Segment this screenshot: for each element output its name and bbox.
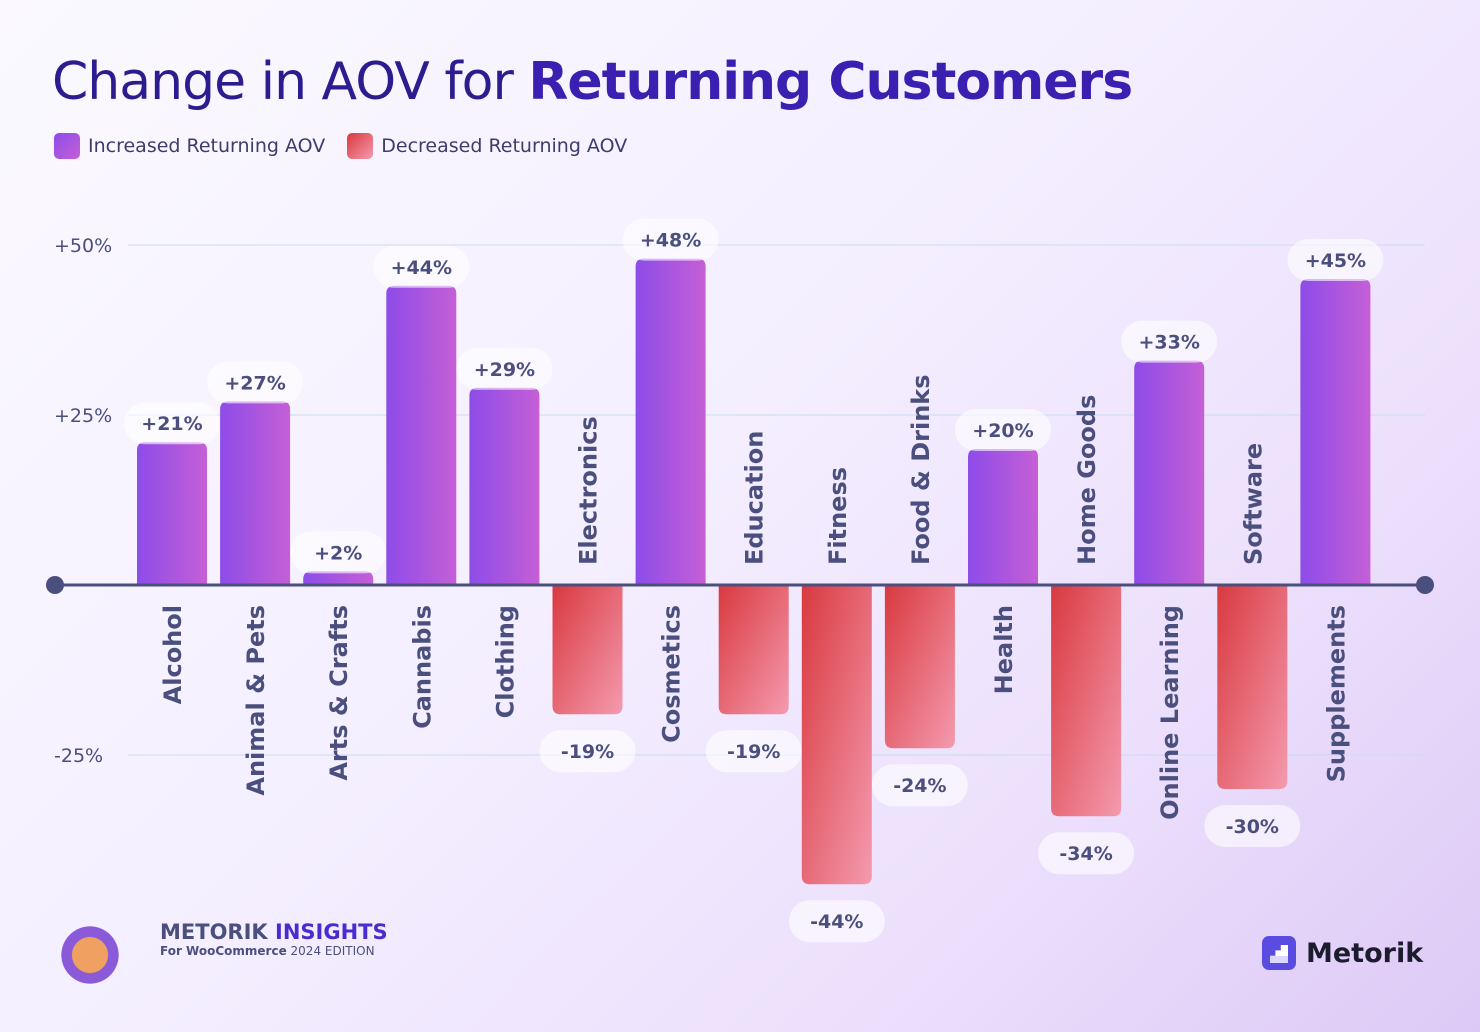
bar: [718, 585, 789, 715]
metorik-logo-icon: [1262, 936, 1296, 970]
category-label: Fitness: [824, 467, 852, 565]
category-label: Supplements: [1322, 605, 1350, 782]
brand-block: METORIK INSIGHTS For WooCommerce 2024 ED…: [160, 920, 388, 958]
metorik-logo: Metorik: [1262, 936, 1423, 970]
bar: [1217, 585, 1288, 789]
legend-item-decreased: Decreased Returning AOV: [347, 133, 627, 159]
value-label-pill: [207, 361, 304, 404]
value-label-pill: [373, 245, 470, 288]
category-label: Online Learning: [1156, 605, 1184, 820]
bar: [386, 285, 457, 585]
bar: [137, 442, 207, 585]
category-label: Software: [1239, 443, 1267, 565]
bar: [220, 401, 291, 585]
value-label-pill: [955, 409, 1051, 451]
bar: [1300, 279, 1371, 585]
value-label-pill: [1287, 239, 1384, 281]
legend-item-increased: Increased Returning AOV: [54, 133, 325, 159]
title-bold: Returning Customers: [528, 52, 1133, 112]
y-tick-label: -25%: [54, 745, 103, 767]
category-label: Food & Drinks: [907, 374, 935, 565]
value-label-pill: [1121, 320, 1218, 363]
value-label: +45%: [1305, 250, 1366, 272]
category-label: Electronics: [575, 416, 603, 565]
bar: [635, 258, 706, 585]
value-label: +2%: [314, 542, 362, 564]
category-label: Animal & Pets: [242, 605, 270, 796]
corgi-mascot-illustration: [40, 905, 140, 1005]
value-label-pill: [124, 402, 220, 445]
value-label-pill: [788, 900, 885, 943]
category-label: Home Goods: [1073, 395, 1101, 565]
value-label-pill: [871, 764, 968, 807]
legend-swatch-decreased: [347, 133, 374, 159]
category-label: Cosmetics: [658, 605, 686, 743]
category-label: Education: [741, 431, 769, 565]
bar: [968, 449, 1038, 585]
bar: [801, 585, 872, 885]
value-label: -24%: [893, 775, 946, 797]
value-label: -44%: [810, 911, 863, 933]
value-label-pill: [705, 730, 802, 773]
value-label: +27%: [224, 372, 285, 394]
category-label: Alcohol: [159, 605, 187, 704]
bar: [1051, 585, 1122, 817]
value-label: -30%: [1226, 816, 1279, 838]
bar: [1134, 360, 1205, 585]
brand-second: INSIGHTS: [275, 920, 388, 944]
legend-label: Decreased Returning AOV: [381, 135, 628, 157]
legend-swatch-increased: [54, 133, 80, 159]
category-label: Health: [990, 605, 1018, 694]
value-label-pill: [539, 730, 636, 773]
bar: [303, 571, 374, 585]
brand-sub-rest: 2024 EDITION: [286, 944, 375, 958]
value-label: +33%: [1138, 332, 1199, 354]
brand-sub-bold: For WooCommerce: [160, 944, 287, 958]
category-label: Clothing: [491, 605, 519, 718]
value-label-pill: [622, 218, 719, 261]
logo-text: Metorik: [1306, 937, 1424, 969]
axis-end-dot: [1416, 576, 1434, 594]
value-label: +29%: [474, 359, 535, 381]
y-tick-label: +50%: [54, 235, 112, 257]
value-label: +44%: [391, 257, 452, 279]
value-label: +20%: [972, 420, 1033, 442]
bar: [552, 585, 623, 715]
value-label: -19%: [727, 741, 780, 763]
bar: [884, 585, 955, 749]
value-label: +21%: [141, 413, 202, 435]
value-label-pill: [1038, 832, 1135, 875]
brand-first: METORIK: [160, 920, 268, 944]
axis-end-dot: [46, 576, 64, 594]
category-label: Cannabis: [408, 605, 436, 729]
value-label: -34%: [1059, 843, 1112, 865]
value-label: -19%: [561, 741, 614, 763]
value-label-pill: [1204, 805, 1301, 847]
value-label-pill: [290, 531, 387, 574]
y-tick-label: +25%: [54, 405, 112, 427]
chart-title: Change in AOV for Returning Customers: [52, 52, 1133, 112]
category-label: Arts & Crafts: [325, 605, 353, 781]
value-label-pill: [456, 347, 553, 390]
value-label: +48%: [640, 230, 701, 252]
legend-label: Increased Returning AOV: [88, 135, 326, 157]
bar: [469, 387, 540, 585]
title-regular: Change in AOV for: [52, 52, 529, 112]
legend: Increased Returning AOV Decreased Return…: [54, 133, 627, 159]
